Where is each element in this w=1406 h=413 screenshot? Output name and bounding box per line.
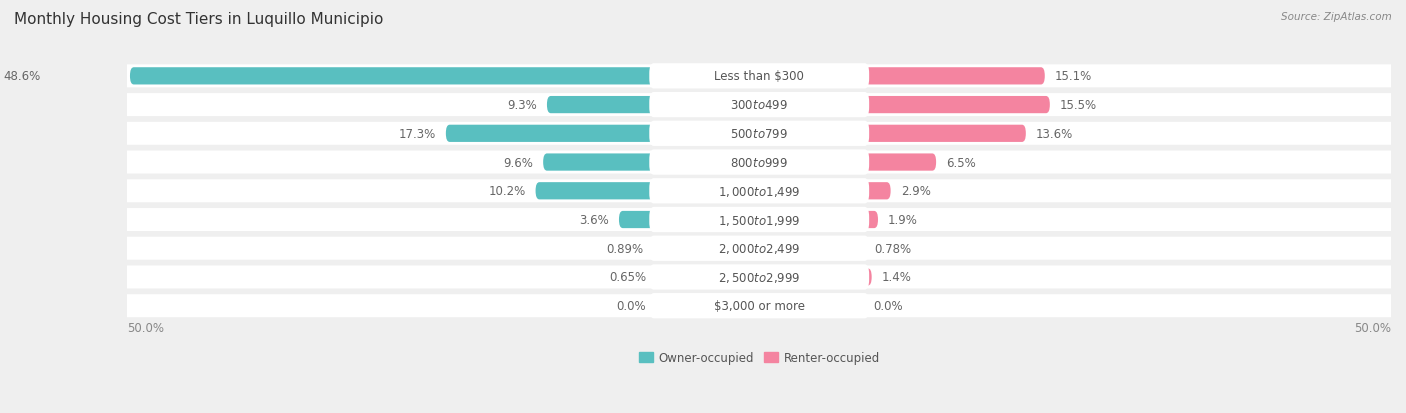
Text: 9.3%: 9.3% [508,99,537,112]
Text: $1,500 to $1,999: $1,500 to $1,999 [718,213,800,227]
FancyBboxPatch shape [853,154,936,171]
FancyBboxPatch shape [121,151,1398,174]
FancyBboxPatch shape [650,64,869,89]
FancyBboxPatch shape [650,93,869,118]
FancyBboxPatch shape [536,183,665,200]
Text: 9.6%: 9.6% [503,156,533,169]
FancyBboxPatch shape [853,240,863,257]
Text: 1.4%: 1.4% [882,271,911,284]
FancyBboxPatch shape [650,179,869,204]
Text: Monthly Housing Cost Tiers in Luquillo Municipio: Monthly Housing Cost Tiers in Luquillo M… [14,12,384,27]
Text: $500 to $799: $500 to $799 [730,128,789,140]
Text: $1,000 to $1,499: $1,000 to $1,499 [718,184,800,198]
Text: 0.0%: 0.0% [616,299,645,313]
FancyBboxPatch shape [619,211,665,228]
FancyBboxPatch shape [121,209,1398,231]
FancyBboxPatch shape [121,65,1398,88]
FancyBboxPatch shape [853,183,890,200]
FancyBboxPatch shape [650,265,869,290]
FancyBboxPatch shape [121,180,1398,203]
FancyBboxPatch shape [121,294,1398,318]
Text: 1.9%: 1.9% [889,214,918,226]
Text: 0.0%: 0.0% [873,299,903,313]
FancyBboxPatch shape [650,293,869,318]
Text: 0.65%: 0.65% [609,271,647,284]
FancyBboxPatch shape [853,269,872,286]
Text: $300 to $499: $300 to $499 [730,99,789,112]
FancyBboxPatch shape [446,126,665,142]
Text: Less than $300: Less than $300 [714,70,804,83]
FancyBboxPatch shape [650,150,869,175]
Text: 48.6%: 48.6% [3,70,41,83]
Text: 0.78%: 0.78% [875,242,911,255]
Text: $2,000 to $2,499: $2,000 to $2,499 [718,242,800,256]
Text: 6.5%: 6.5% [946,156,976,169]
Text: Source: ZipAtlas.com: Source: ZipAtlas.com [1281,12,1392,22]
Text: 15.1%: 15.1% [1054,70,1092,83]
Text: 2.9%: 2.9% [901,185,931,198]
FancyBboxPatch shape [121,94,1398,117]
FancyBboxPatch shape [650,207,869,233]
FancyBboxPatch shape [853,97,1050,114]
FancyBboxPatch shape [650,236,869,261]
Legend: Owner-occupied, Renter-occupied: Owner-occupied, Renter-occupied [634,347,884,369]
Text: 0.89%: 0.89% [606,242,643,255]
FancyBboxPatch shape [853,211,877,228]
FancyBboxPatch shape [121,123,1398,145]
FancyBboxPatch shape [650,121,869,147]
FancyBboxPatch shape [853,68,1045,85]
FancyBboxPatch shape [657,269,665,286]
FancyBboxPatch shape [547,97,665,114]
Text: $2,500 to $2,999: $2,500 to $2,999 [718,271,800,284]
FancyBboxPatch shape [654,240,665,257]
Text: $3,000 or more: $3,000 or more [714,299,804,313]
FancyBboxPatch shape [121,237,1398,260]
Text: 15.5%: 15.5% [1060,99,1097,112]
Text: $800 to $999: $800 to $999 [730,156,789,169]
FancyBboxPatch shape [853,126,1026,142]
Text: 3.6%: 3.6% [579,214,609,226]
FancyBboxPatch shape [121,266,1398,289]
FancyBboxPatch shape [129,68,744,85]
Text: 50.0%: 50.0% [1354,321,1391,334]
Text: 10.2%: 10.2% [488,185,526,198]
Text: 50.0%: 50.0% [128,321,165,334]
Text: 13.6%: 13.6% [1036,128,1073,140]
Text: 17.3%: 17.3% [398,128,436,140]
FancyBboxPatch shape [543,154,665,171]
